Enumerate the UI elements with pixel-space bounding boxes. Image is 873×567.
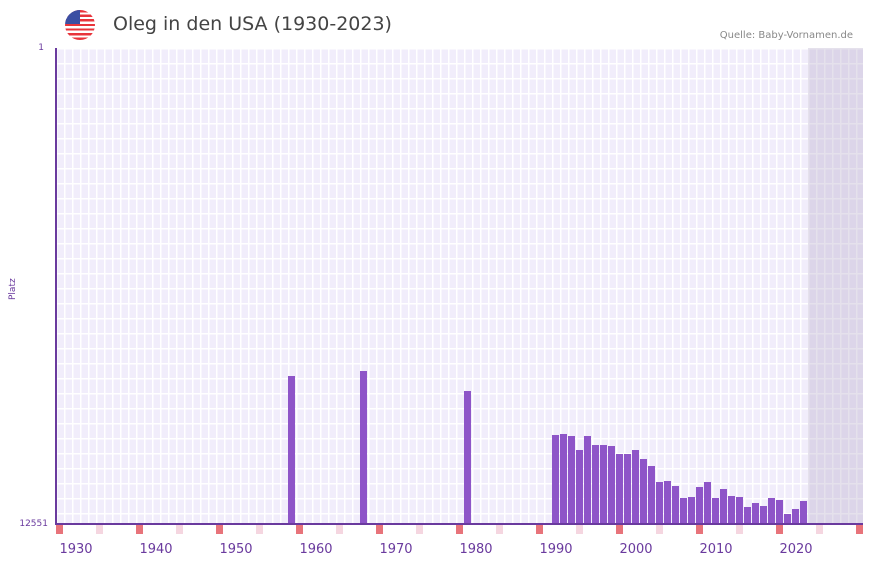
bar-1994[interactable]: [584, 436, 591, 524]
x-tick-label: 2020: [779, 542, 813, 557]
bar-1993[interactable]: [576, 450, 583, 524]
bar-2001[interactable]: [640, 459, 647, 524]
bar-2008[interactable]: [696, 486, 703, 524]
y-axis-line: [55, 48, 57, 525]
year-marker: [496, 525, 503, 534]
bar-1990[interactable]: [552, 434, 559, 524]
bar-2019[interactable]: [784, 514, 791, 524]
year-marker: [736, 525, 743, 534]
bar-2006[interactable]: [680, 497, 687, 524]
source-credit: Quelle: Baby-Vornamen.de: [719, 30, 853, 41]
year-marker: [336, 525, 343, 534]
year-marker: [616, 525, 623, 534]
x-tick-label: 1960: [299, 542, 333, 557]
x-tick-label: 1940: [139, 542, 173, 557]
year-marker: [416, 525, 423, 534]
plot-area: [56, 48, 863, 524]
bar-2002[interactable]: [648, 466, 655, 524]
bar-2003[interactable]: [656, 482, 663, 524]
x-tick-label: 2010: [699, 542, 733, 557]
bar-2009[interactable]: [704, 482, 711, 524]
bar-2013[interactable]: [736, 497, 743, 524]
year-marker: [856, 525, 863, 534]
y-tick-bottom: 12551: [19, 519, 48, 529]
x-tick-label: 1970: [379, 542, 413, 557]
bar-2010[interactable]: [712, 497, 719, 524]
year-marker: [656, 525, 663, 534]
bar-1998[interactable]: [616, 454, 623, 524]
x-tick-label: 1950: [219, 542, 253, 557]
bar-2021[interactable]: [800, 500, 807, 524]
bar-2015[interactable]: [752, 503, 759, 524]
year-marker: [176, 525, 183, 534]
bar-1999[interactable]: [624, 454, 631, 524]
us-flag-icon: [65, 10, 95, 40]
year-marker: [696, 525, 703, 534]
year-marker: [576, 525, 583, 534]
year-marker: [816, 525, 823, 534]
bar-2018[interactable]: [776, 500, 783, 524]
x-tick-label: 1990: [539, 542, 573, 557]
year-marker: [376, 525, 383, 534]
year-marker: [136, 525, 143, 534]
year-marker: [256, 525, 263, 534]
chart-title: Oleg in den USA (1930-2023): [113, 13, 392, 35]
x-axis-line: [55, 523, 863, 525]
year-marker: [56, 525, 63, 534]
bar-1992[interactable]: [568, 436, 575, 524]
bar-1966[interactable]: [360, 371, 367, 524]
bar-2012[interactable]: [728, 496, 735, 524]
x-tick-label: 2000: [619, 542, 653, 557]
x-tick-label: 1930: [59, 542, 93, 557]
y-axis-label: Platz: [8, 278, 18, 300]
bar-2017[interactable]: [768, 497, 775, 524]
bar-2011[interactable]: [720, 489, 727, 524]
bar-1996[interactable]: [600, 445, 607, 524]
bar-2014[interactable]: [744, 507, 751, 524]
y-tick-top: 1: [38, 43, 44, 53]
bar-1995[interactable]: [592, 445, 599, 524]
bar-1979[interactable]: [464, 391, 471, 524]
year-marker: [456, 525, 463, 534]
year-marker: [216, 525, 223, 534]
bar-2000[interactable]: [632, 450, 639, 524]
year-marker: [296, 525, 303, 534]
future-shade: [808, 48, 863, 524]
bar-2016[interactable]: [760, 505, 767, 524]
year-marker: [96, 525, 103, 534]
decade-markers: [56, 525, 863, 534]
bar-1997[interactable]: [608, 445, 615, 524]
bar-2020[interactable]: [792, 508, 799, 524]
bar-2005[interactable]: [672, 486, 679, 524]
year-marker: [776, 525, 783, 534]
x-tick-label: 1980: [459, 542, 493, 557]
bar-1991[interactable]: [560, 434, 567, 524]
bar-2007[interactable]: [688, 497, 695, 524]
year-marker: [536, 525, 543, 534]
bar-1957[interactable]: [288, 376, 295, 524]
bar-2004[interactable]: [664, 481, 671, 524]
